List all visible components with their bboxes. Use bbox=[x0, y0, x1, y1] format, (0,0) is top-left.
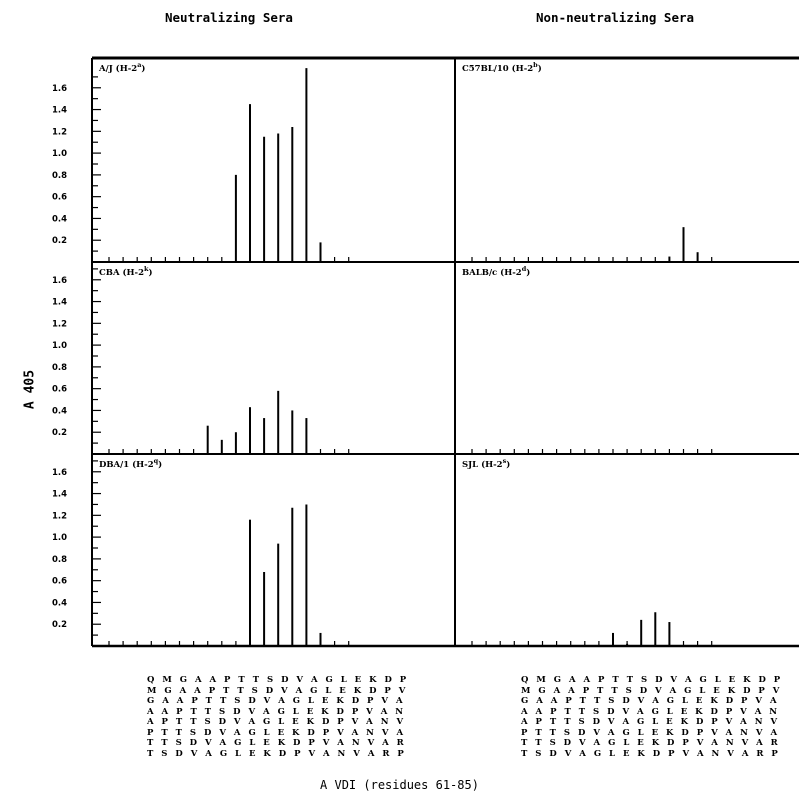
chart-svg: 0.2 0.4 0.6 0.8 1.0 1.2 1.4 1.6 0.2 0.4 0.6 0.8 1.0 1… bbox=[52, 56, 799, 648]
y-tick-label: 0.6 bbox=[52, 385, 67, 395]
peptide-sequence-row: M G A A P T T S D V A G L E K D P V bbox=[521, 685, 782, 696]
x-axis-label: A VDI (residues 61-85) bbox=[320, 778, 479, 792]
y-tick-label: 0.6 bbox=[52, 193, 67, 203]
y-tick-label: 0.4 bbox=[52, 214, 67, 224]
peptide-sequence-row: A A P T T S D V A G L E K D P V A N bbox=[147, 706, 406, 717]
peptide-sequence-row: Q M G A A P T T S D V A G L E K D P bbox=[521, 675, 783, 685]
y-tick-label: 0.2 bbox=[52, 620, 67, 630]
y-tick-label: 0.4 bbox=[52, 406, 67, 416]
panel-label: A/J (H-2a) bbox=[98, 61, 145, 74]
y-tick-label: 1.6 bbox=[52, 276, 67, 286]
peptide-sequence-row: T T S D V A G L E K D P V A N V A R bbox=[147, 738, 407, 748]
panel-label: DBA/1 (H-2q) bbox=[99, 457, 162, 470]
y-tick-label: 0.6 bbox=[52, 577, 67, 587]
y-tick-label: 1.4 bbox=[52, 490, 67, 500]
y-tick-label: 1.0 bbox=[52, 149, 67, 159]
peptide-sequence-row: P T T S D V A G L E K D P V A N V A bbox=[521, 727, 780, 738]
peptide-sequence-row: A A P T T S D V A G L E K D P V A N bbox=[521, 706, 780, 717]
peptide-sequence-row: Q M G A A P T T S D V A G L E K D P bbox=[147, 675, 409, 685]
y-tick-label: 1.2 bbox=[52, 127, 67, 137]
y-tick-label: 0.2 bbox=[52, 236, 67, 246]
panel-label: C57BL/10 (H-2b) bbox=[462, 61, 542, 74]
y-tick-label: 1.2 bbox=[52, 319, 67, 329]
panel-label: SJL (H-2s) bbox=[462, 457, 510, 470]
panel-label: BALB/c (H-2d) bbox=[462, 265, 530, 278]
y-tick-label: 1.2 bbox=[52, 511, 67, 521]
y-tick-label: 1.6 bbox=[52, 84, 67, 94]
title-non-neutralizing: Non-neutralizing Sera bbox=[536, 10, 695, 25]
y-tick-label: 1.6 bbox=[52, 468, 67, 478]
peptide-sequence-row: T S D V A G L E K D P V A N V A R P bbox=[147, 748, 407, 759]
y-tick-label: 0.8 bbox=[52, 363, 67, 373]
y-tick-label: 1.0 bbox=[52, 341, 67, 351]
panel-label: CBA (H-2k) bbox=[99, 265, 153, 278]
peptide-sequence-row: M G A A P T T S D V A G L E K D P V bbox=[147, 685, 408, 696]
peptide-sequence-row: G A A P T T S D V A G L E K D P V A bbox=[147, 696, 406, 706]
y-tick-label: 0.4 bbox=[52, 598, 67, 608]
y-tick-label: 0.8 bbox=[52, 171, 67, 181]
peptide-sequence-row: T T S D V A G L E K D P V A N V A R bbox=[521, 738, 781, 748]
y-tick-label: 1.0 bbox=[52, 533, 67, 543]
peptide-sequence-row: G A A P T T S D V A G L E K D P V A bbox=[521, 696, 780, 706]
y-tick-label: 1.4 bbox=[52, 298, 67, 308]
y-tick-label: 0.2 bbox=[52, 428, 67, 438]
peptide-sequence-row: P T T S D V A G L E K D P V A N V A bbox=[147, 727, 406, 738]
peptide-sequence-row: T S D V A G L E K D P V A N V A R P bbox=[521, 748, 781, 759]
y-tick-label: 1.4 bbox=[52, 106, 67, 116]
peptide-sequence-row: A P T T S D V A G L E K D P V A N V bbox=[521, 717, 780, 727]
peptide-sequence-row: A P T T S D V A G L E K D P V A N V bbox=[147, 717, 406, 727]
y-tick-label: 0.8 bbox=[52, 555, 67, 565]
title-neutralizing: Neutralizing Sera bbox=[165, 10, 293, 25]
